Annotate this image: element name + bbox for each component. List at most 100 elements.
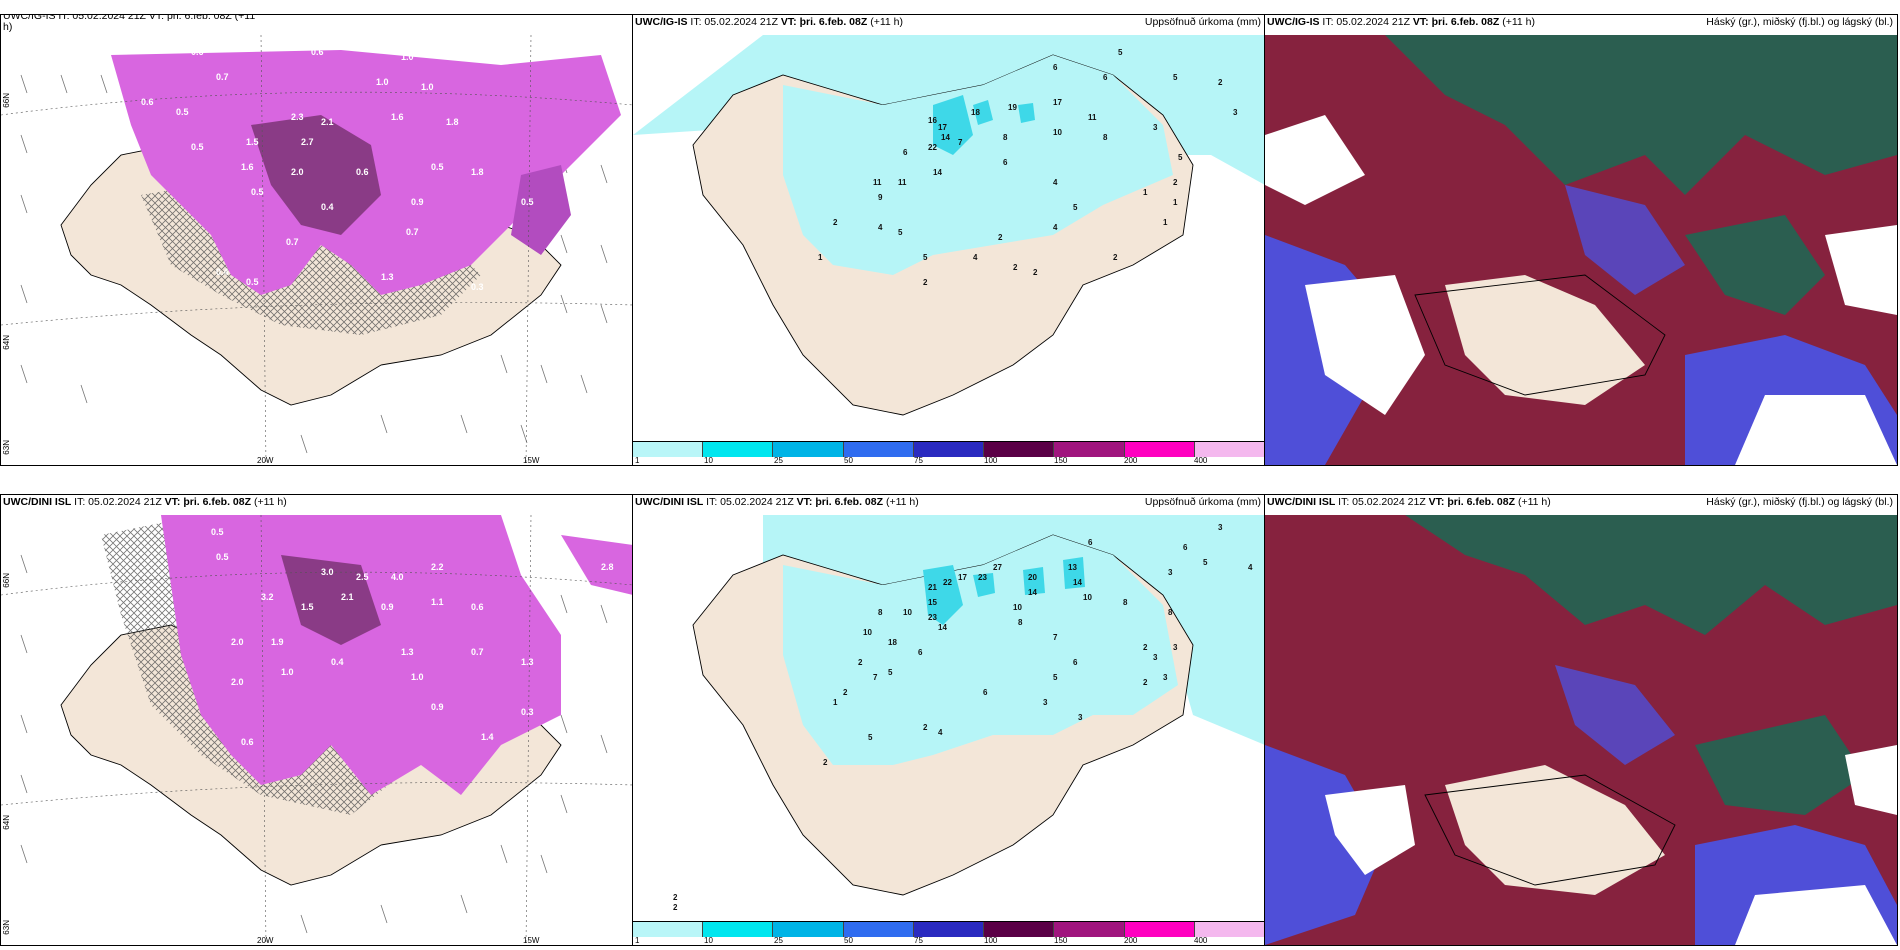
cbar-swatch-4 [913,442,985,457]
snow-wind-map: 0.5 0.5 3.0 2.5 4.0 2.2 3.2 1.5 2.1 0.9 1.1 0.6 … [1,515,633,945]
svg-text:6: 6 [1103,73,1108,82]
svg-text:3: 3 [1168,568,1173,577]
model-name: UWC/DINI ISL [635,496,704,508]
cbar-tick: 10 [704,456,713,465]
svg-text:5: 5 [1118,48,1123,57]
svg-text:2: 2 [833,218,838,227]
cbar-tick: 50 [844,936,853,945]
svg-text:0.6: 0.6 [356,167,369,177]
svg-text:17: 17 [958,573,967,582]
svg-text:21: 21 [928,583,937,592]
svg-text:17: 17 [938,123,947,132]
cbar-tick: 200 [1124,456,1138,465]
cbar-swatch-5 [984,442,1055,457]
svg-text:7: 7 [873,673,878,682]
cbar-tick: 150 [1054,936,1068,945]
svg-text:16: 16 [928,116,937,125]
svg-text:0.6: 0.6 [311,47,324,57]
svg-text:18: 18 [888,638,897,647]
svg-text:22: 22 [943,578,952,587]
cbar-swatch-6 [1054,922,1125,937]
svg-text:4: 4 [1053,178,1058,187]
valid-time: VT: þri. 6.feb. 08Z [1428,496,1516,508]
svg-text:1: 1 [833,698,838,707]
svg-text:1: 1 [1173,198,1178,207]
svg-text:0.6: 0.6 [241,737,254,747]
svg-text:2: 2 [1143,643,1148,652]
svg-text:2: 2 [1218,78,1223,87]
svg-text:22: 22 [928,143,937,152]
svg-text:0.7: 0.7 [471,647,484,657]
cbar-tick: 10 [704,936,713,945]
svg-text:3: 3 [1043,698,1048,707]
init-time: IT: 05.02.2024 21Z [1338,496,1426,508]
svg-text:11: 11 [873,178,882,187]
svg-text:17: 17 [1053,98,1062,107]
cbar-tick: 1 [635,936,640,945]
lon-label-20w: 20W [257,936,274,945]
svg-text:8: 8 [1103,133,1108,142]
panel-header: UWC/DINI ISL IT: 05.02.2024 21Z VT: þri.… [1267,496,1551,508]
svg-text:6: 6 [1053,63,1058,72]
svg-text:9: 9 [878,193,883,202]
cbar-swatch-8 [1194,922,1265,937]
svg-text:5: 5 [1073,203,1078,212]
lat-label-66n: 66N [2,93,11,108]
svg-text:5: 5 [923,253,928,262]
cbar-swatch-1 [703,442,774,457]
svg-text:2: 2 [923,723,928,732]
svg-text:5: 5 [1173,73,1178,82]
panel-bottom-left: UWC/DINI ISL IT: 05.02.2024 21Z VT: þri.… [0,494,634,946]
svg-text:5: 5 [1053,673,1058,682]
svg-text:0.5: 0.5 [521,197,534,207]
svg-text:2: 2 [823,758,828,767]
svg-text:5: 5 [1203,558,1208,567]
svg-text:1.3: 1.3 [521,657,534,667]
svg-text:3: 3 [1153,123,1158,132]
cbar-swatch-0 [633,442,704,457]
lead-time: (+11 h) [253,496,287,508]
cbar-tick: 75 [914,936,923,945]
svg-text:14: 14 [941,133,950,142]
svg-text:2.5: 2.5 [356,572,369,582]
svg-text:6: 6 [983,688,988,697]
svg-text:0.5: 0.5 [176,107,189,117]
svg-text:2: 2 [1113,253,1118,262]
svg-text:0.7: 0.7 [286,237,299,247]
svg-text:6: 6 [1073,658,1078,667]
cbar-swatch-1 [703,922,774,937]
svg-text:0.3: 0.3 [601,697,614,707]
model-name: UWC/IG-IS [635,16,688,28]
panel-bottom-mid: UWC/DINI ISL IT: 05.02.2024 21Z VT: þri.… [632,494,1266,946]
svg-text:2: 2 [673,903,678,912]
svg-text:1.8: 1.8 [446,117,459,127]
svg-text:8: 8 [1003,133,1008,142]
svg-text:5: 5 [898,228,903,237]
lead-time: (+11 h) [870,16,903,28]
svg-text:2.1: 2.1 [321,117,334,127]
lon-label-15w: 15W [523,936,540,945]
svg-text:1: 1 [1143,188,1148,197]
svg-text:1.5: 1.5 [246,137,259,147]
svg-text:8: 8 [1123,598,1128,607]
svg-text:3: 3 [1218,523,1223,532]
svg-text:6: 6 [918,648,923,657]
svg-text:3: 3 [1153,653,1158,662]
cloud-map [1265,35,1897,465]
panel-title: Háský (gr.), miðský (fj.bl.) og lágský (… [1706,496,1893,508]
lat-label-63n: 63N [2,920,11,935]
panel-top-mid: UWC/IG-IS IT: 05.02.2024 21Z VT: þri. 6.… [632,14,1266,466]
cbar-tick: 50 [844,456,853,465]
svg-text:4: 4 [878,223,883,232]
svg-text:1.0: 1.0 [401,52,414,62]
svg-text:0.5: 0.5 [191,142,204,152]
cbar-tick: 25 [774,456,783,465]
svg-text:4: 4 [1053,223,1058,232]
model-name: UWC/DINI ISL [3,496,72,508]
svg-text:2: 2 [1143,678,1148,687]
svg-text:1.6: 1.6 [241,162,254,172]
svg-text:0.4: 0.4 [331,657,344,667]
